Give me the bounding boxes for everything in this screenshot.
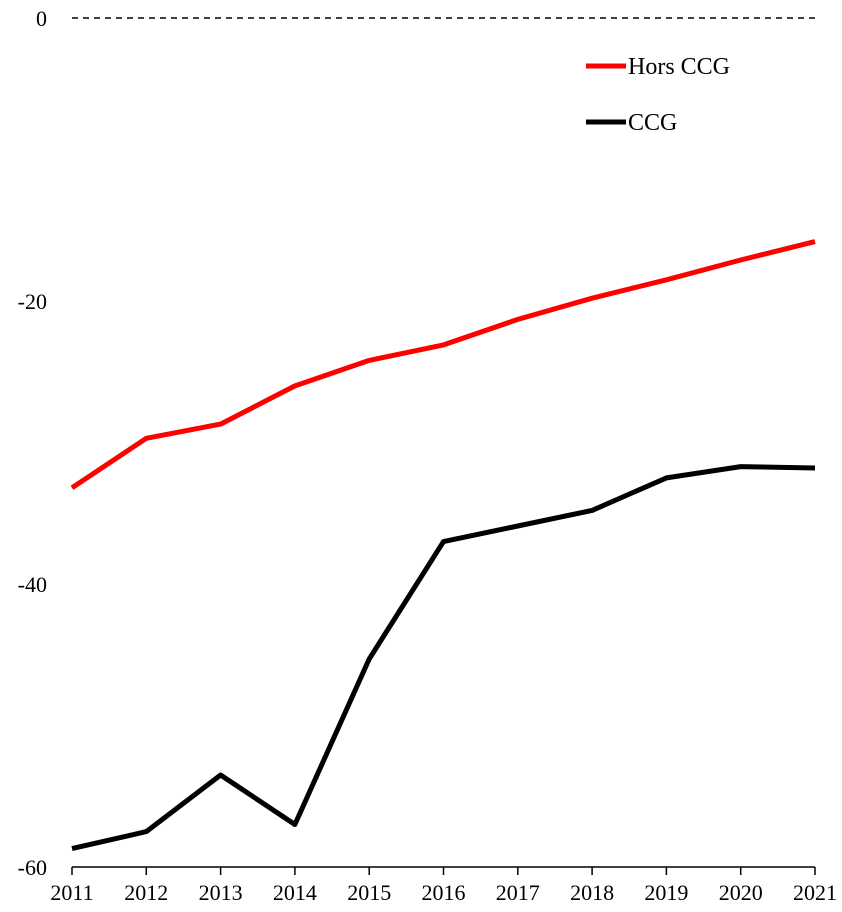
y-tick-label: -60	[18, 855, 47, 880]
x-tick-label: 2021	[793, 880, 837, 905]
x-tick-label: 2017	[496, 880, 540, 905]
series-line-ccg	[71, 464, 816, 852]
y-tick-label: -40	[18, 572, 47, 597]
x-tick-label: 2015	[347, 880, 391, 905]
x-tick-label: 2012	[124, 880, 168, 905]
x-tick-label: 2014	[273, 880, 317, 905]
x-tick-label: 2011	[50, 880, 93, 905]
x-tick-label: 2018	[570, 880, 614, 905]
x-tick-label: 2016	[422, 880, 466, 905]
axes: 2011 2012 2013 2014 2015 2016 2017 2018 2019 2020…	[18, 6, 837, 905]
x-tick-label: 2019	[644, 880, 688, 905]
x-tick-label: 2013	[199, 880, 243, 905]
y-tick-label: 0	[36, 6, 47, 31]
x-tick-label: 2020	[719, 880, 763, 905]
series-layer	[70, 239, 816, 852]
series-line-hors-ccg	[70, 239, 816, 490]
legend: Hors CCG CCG	[586, 54, 730, 136]
legend-label: Hors CCG	[628, 54, 730, 80]
y-tick-label: -20	[18, 289, 47, 314]
legend-label: CCG	[628, 110, 677, 136]
